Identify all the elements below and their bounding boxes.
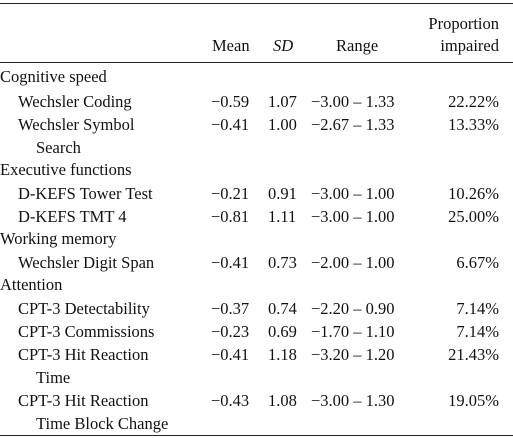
header-sd: SD [273,36,294,55]
header-mean: Mean [212,36,250,55]
row-label-text: D-KEFS TMT 4 [18,207,127,226]
header-proportion-line1: Proportion [428,14,499,33]
row-label-text: CPT-3 Hit Reaction [18,345,149,364]
row-label: Wechsler Symbol Search [18,113,134,159]
cell-proportion: 6.67% [456,253,499,272]
cell-range: −3.20 – 1.20 [311,345,395,364]
cell-range: −3.00 – 1.33 [311,92,395,111]
row-label-continuation: Search [36,138,81,157]
cell-range: −2.00 – 1.00 [311,253,395,272]
row-label-text: Wechsler Symbol [18,115,135,134]
row-label: Wechsler Digit Span [18,251,154,274]
cell-range: −2.20 – 0.90 [311,299,395,318]
cell-sd: 0.74 [268,299,297,318]
cell-proportion: 21.43% [448,345,499,364]
cell-mean: −0.41 [211,345,250,364]
row-label: CPT-3 Hit Reaction Time Block Change [18,389,168,435]
section-title: Attention [0,275,63,294]
cell-mean: −0.41 [211,253,250,272]
cell-range: −1.70 – 1.10 [311,322,395,341]
cell-range: −3.00 – 1.00 [311,207,395,226]
row-label-text: D-KEFS Tower Test [18,184,153,203]
cell-sd: 0.73 [268,253,297,272]
row-label: CPT-3 Commissions [18,320,154,343]
row-label: D-KEFS TMT 4 [18,205,127,228]
row-label-text: Wechsler Coding [18,92,132,111]
row-label-text: CPT-3 Commissions [18,322,155,341]
cell-mean: −0.43 [211,391,250,410]
section-title: Executive functions [0,160,132,179]
header-range: Range [336,36,379,55]
cell-proportion: 13.33% [448,115,499,134]
cell-proportion: 7.14% [456,322,499,341]
cell-mean: −0.41 [211,115,250,134]
cell-sd: 1.18 [268,345,297,364]
cell-range: −3.00 – 1.00 [311,184,395,203]
cell-proportion: 7.14% [456,299,499,318]
cell-sd: 1.07 [268,92,297,111]
row-label-text: CPT-3 Hit Reaction [18,391,149,410]
table-header-rule [0,62,513,63]
cell-mean: −0.37 [211,299,250,318]
cell-mean: −0.81 [211,207,250,226]
table-top-rule [0,3,513,4]
cell-proportion: 22.22% [448,92,499,111]
cell-sd: 1.11 [268,207,297,226]
row-label-text: CPT-3 Detectability [18,299,150,318]
cell-proportion: 19.05% [448,391,499,410]
cell-sd: 0.91 [268,184,297,203]
row-label-text: Wechsler Digit Span [18,253,155,272]
row-label: Wechsler Coding [18,90,132,113]
row-label-continuation: Time Block Change [36,414,169,433]
cell-mean: −0.59 [211,92,250,111]
cell-range: −3.00 – 1.30 [311,391,395,410]
header-proportion-line2: impaired [440,36,499,55]
cell-sd: 1.08 [268,391,297,410]
section-title: Working memory [0,229,117,248]
row-label: CPT-3 Hit Reaction Time [18,343,148,389]
table-bottom-rule [0,435,513,436]
cell-proportion: 25.00% [448,207,499,226]
cell-sd: 1.00 [268,115,297,134]
row-label-continuation: Time [36,368,71,387]
cell-proportion: 10.26% [448,184,499,203]
cell-sd: 0.69 [268,322,297,341]
section-title: Cognitive speed [0,67,107,86]
cell-mean: −0.23 [211,322,250,341]
row-label: CPT-3 Detectability [18,297,150,320]
cell-range: −2.67 – 1.33 [311,115,395,134]
row-label: D-KEFS Tower Test [18,182,153,205]
cell-mean: −0.21 [211,184,250,203]
